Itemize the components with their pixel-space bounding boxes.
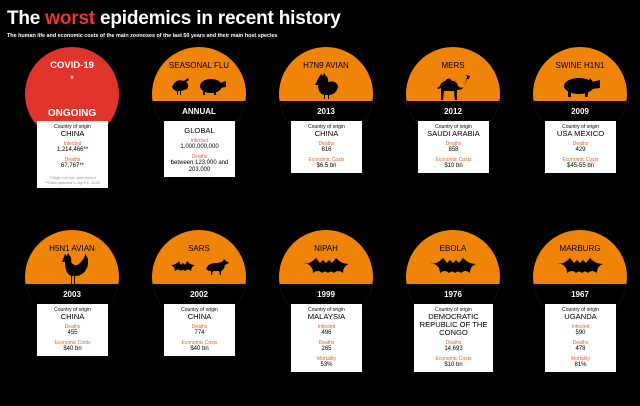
bat-icon [303, 258, 349, 273]
country-of-origin: CHINA [187, 312, 212, 321]
epidemic-tile-seasonal-flu: SEASONAL FLU ANNUAL GLOBAL Infected 1,00… [140, 47, 260, 217]
epidemic-year: ONGOING [47, 108, 97, 119]
epidemic-tile-sars: SARS 2002 Country of origin CHINA Deaths… [140, 230, 260, 400]
footnote: *Origin not yet determined [49, 175, 96, 180]
epidemic-tile-covid19: COVID-19 * ONGOING Country of origin CHI… [13, 47, 133, 217]
bat-icon [557, 258, 603, 273]
pig-icon [564, 78, 600, 97]
epidemic-name: MARBURG [559, 244, 601, 253]
country-of-origin: MALAYSIA [307, 312, 346, 321]
country-of-origin: GLOBAL [184, 126, 215, 135]
epidemic-name: H5N1 AVIAN [49, 244, 95, 253]
epidemic-name: MERS [441, 61, 465, 70]
epidemic-year: 2009 [571, 107, 589, 116]
info-card: Country of origin SAUDI ARABIA Deaths 85… [418, 121, 489, 173]
rooster-icon [62, 253, 88, 284]
epidemic-year: 2012 [444, 107, 462, 116]
bat-icon [430, 258, 476, 273]
epidemic-year: 1976 [444, 290, 462, 299]
country-of-origin: USA MEXICO [556, 129, 605, 138]
page-subtitle: The human life and economic costs of the… [7, 33, 278, 39]
epidemic-name: COVID-19 [50, 60, 94, 71]
country-of-origin: CHINA [60, 129, 85, 138]
info-card: Country of origin USA MEXICO Deaths 429 … [545, 121, 616, 173]
info-card: Country of origin CHINA Deaths 616 Econo… [291, 121, 362, 173]
epidemic-tile-h7n9: H7N9 AVIAN 2013 Country of origin CHINA … [267, 47, 387, 217]
epidemic-tile-ebola: EBOLA 1976 Country of origin DEMOCRATIC … [394, 230, 514, 400]
epidemic-name: SEASONAL FLU [168, 61, 230, 70]
epidemic-year: 2003 [63, 290, 81, 299]
footnote: **Data updated to April 6, 2020 [45, 180, 100, 185]
epidemic-name: EBOLA [439, 244, 467, 253]
epidemic-year: 1967 [571, 290, 589, 299]
bird-and-pig-icon [172, 78, 226, 95]
info-card: Country of origin MALAYSIA Infected 496 … [291, 304, 362, 372]
epidemic-year: 2013 [317, 107, 335, 116]
epidemic-tile-h5n1: H5N1 AVIAN 2003 Country of origin CHINA … [13, 230, 133, 400]
info-card: Country of origin DEMOCRATIC REPUBLIC OF… [414, 304, 493, 372]
epidemic-name: NIPAH [314, 244, 338, 253]
epidemic-tile-nipah: NIPAH 1999 Country of origin MALAYSIA In… [267, 230, 387, 400]
title-accent: worst [45, 8, 95, 29]
camel-icon [437, 75, 470, 100]
epidemic-year: ANNUAL [182, 107, 216, 116]
country-of-origin: CHINA [60, 312, 85, 321]
country-of-origin: SAUDI ARABIA [427, 129, 480, 138]
epidemic-tile-marburg: MARBURG 1967 Country of origin UGANDA In… [521, 230, 640, 400]
epidemic-tile-mers: MERS 2012 Country of origin SAUDI ARABIA… [394, 47, 514, 217]
epidemic-name: H7N9 AVIAN [303, 61, 349, 70]
epidemic-year: 2002 [190, 290, 208, 299]
epidemic-year: 1999 [317, 290, 335, 299]
epidemic-tile-swine-h1n1: SWINE H1N1 2009 Country of origin USA ME… [521, 47, 640, 217]
country-of-origin: CHINA [314, 129, 339, 138]
info-card: GLOBAL Infected 1,000,000,000 Deaths bet… [164, 121, 235, 177]
epidemic-name: SARS [188, 244, 210, 253]
info-card: Country of origin CHINA Deaths 774 Econo… [164, 304, 235, 356]
origin-asterisk: * [70, 74, 74, 84]
bat-and-civet-icon [171, 259, 229, 275]
epidemic-name: SWINE H1N1 [555, 61, 605, 70]
info-card: Country of origin UGANDA Infected 590 De… [545, 304, 616, 372]
hen-icon [315, 73, 338, 99]
info-card: Country of origin CHINA Infected 1,214,4… [37, 121, 108, 188]
country-of-origin: DEMOCRATIC REPUBLIC OF THE CONGO [419, 312, 488, 337]
info-card: Country of origin CHINA Deaths 455 Econo… [37, 304, 108, 356]
page-title: The worst epidemics in recent history [7, 8, 341, 29]
country-of-origin: UGANDA [564, 312, 597, 321]
